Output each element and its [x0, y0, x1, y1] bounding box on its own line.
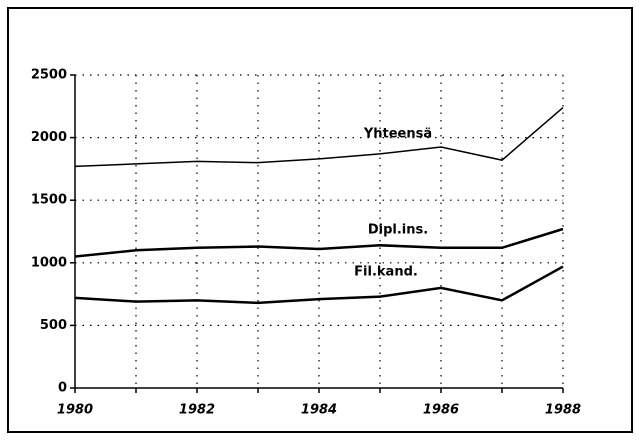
x-tick-label: 1982 [179, 403, 215, 418]
series-label: Dipl.ins. [368, 223, 428, 238]
series-label: Yhteensä [363, 127, 432, 142]
frame [7, 7, 633, 433]
x-tick-label: 1984 [301, 403, 337, 418]
y-tick-label: 500 [40, 318, 67, 333]
series-line [74, 106, 564, 168]
series-label: Fil.kand. [354, 265, 418, 280]
y-tick-label: 2000 [31, 130, 67, 145]
series-line [74, 265, 564, 305]
x-tick-label: 1988 [545, 403, 581, 418]
x-tick-label: 1980 [57, 403, 93, 418]
y-tick-label: 2500 [31, 68, 67, 83]
y-tick-label: 0 [58, 381, 67, 396]
y-tick-label: 1500 [31, 193, 67, 208]
x-tick-label: 1986 [423, 403, 459, 418]
series-line [74, 227, 564, 258]
y-tick-label: 1000 [31, 255, 67, 270]
